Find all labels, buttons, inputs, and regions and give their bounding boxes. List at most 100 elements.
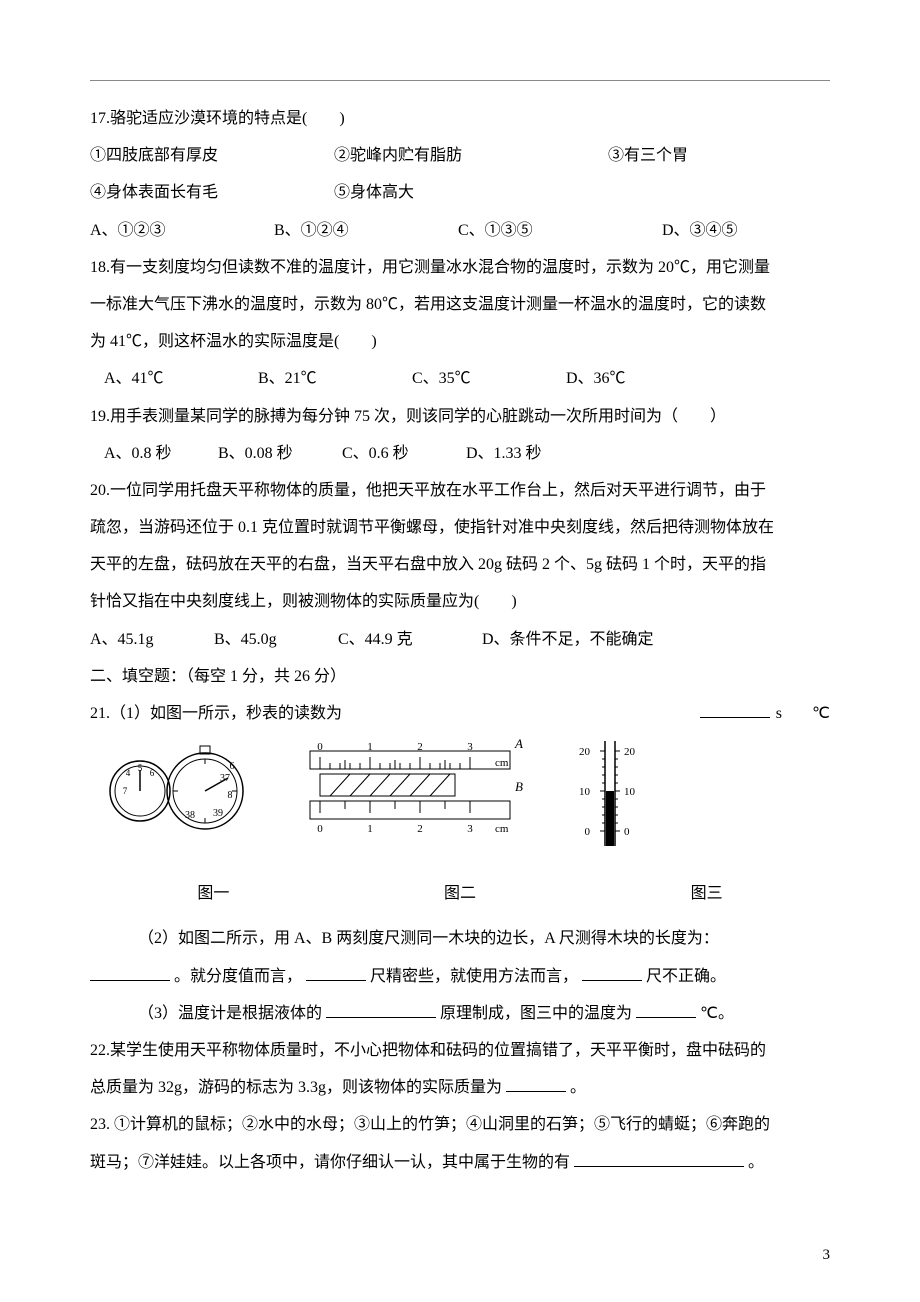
q19-a: A、0.8 秒 — [104, 436, 214, 471]
q21-blank-wrong — [582, 963, 642, 981]
svg-text:8: 8 — [228, 790, 233, 801]
q23-blank-bio — [574, 1149, 744, 1167]
q21-l4b: 原理制成，图三中的温度为 — [440, 1005, 632, 1022]
svg-text:6: 6 — [230, 761, 235, 772]
svg-text:20: 20 — [624, 746, 636, 758]
fig3-label: 图三 — [607, 876, 807, 911]
svg-text:10: 10 — [624, 786, 636, 798]
q20-c: C、44.9 克 — [338, 622, 478, 657]
svg-text:38: 38 — [185, 810, 195, 821]
q17-statements-row2: ④身体表面长有毛 ⑤身体高大 — [90, 175, 830, 210]
svg-text:A: A — [514, 736, 523, 751]
q20-l3: 天平的左盘，砝码放在天平的右盘，当天平右盘中放入 20g 砝码 2 个、5g 砝… — [90, 547, 830, 582]
q23-l2: 斑马；⑦洋娃娃。以上各项中，请你仔细认一认，其中属于生物的有 。 — [90, 1145, 830, 1180]
q20-l1: 20.一位同学用托盘天平称物体的质量，他把天平放在水平工作台上，然后对天平进行调… — [90, 473, 830, 508]
fig-thermometer: 20 20 10 10 0 0 — [570, 736, 660, 856]
q22-l2: 总质量为 32g，游码的标志为 3.3g，则该物体的实际质量为 。 — [90, 1070, 830, 1105]
q20-l2: 疏忽，当游码还位于 0.1 克位置时就调节平衡螺母，使指针对准中央刻度线，然后把… — [90, 510, 830, 545]
q17-c: C、①③⑤ — [458, 213, 658, 248]
q21-l4c: ℃。 — [700, 1005, 734, 1022]
q17-s3: ③有三个胃 — [608, 147, 688, 164]
svg-text:1: 1 — [367, 823, 373, 835]
figure-labels: 图一 图二 图三 — [90, 876, 830, 911]
q17-options: A、①②③ B、①②④ C、①③⑤ D、③④⑤ — [90, 213, 830, 248]
q21-l1: 21.（1）如图一所示，秒表的读数为 s ℃ — [90, 696, 830, 731]
q21-blank-temp — [636, 1000, 696, 1018]
q17-statements-row1: ①四肢底部有厚皮 ②驼峰内贮有脂肪 ③有三个胃 — [90, 138, 830, 173]
q21-l3: 。就分度值而言， 尺精密些，就使用方法而言， 尺不正确。 — [90, 959, 830, 994]
q19-c: C、0.6 秒 — [342, 436, 462, 471]
svg-text:10: 10 — [579, 786, 591, 798]
q21-l4a: （3）温度计是根据液体的 — [138, 1005, 322, 1022]
svg-text:7: 7 — [123, 786, 128, 796]
q17-s2: ②驼峰内贮有脂肪 — [334, 138, 604, 173]
q18-l3: 为 41℃，则这杯温水的实际温度是( ) — [90, 324, 830, 359]
q21-blank-precise — [306, 963, 366, 981]
svg-text:39: 39 — [213, 808, 223, 819]
q18-options: A、41℃ B、21℃ C、35℃ D、36℃ — [90, 361, 830, 396]
q21-l1b: s — [776, 696, 782, 731]
q17-a: A、①②③ — [90, 213, 270, 248]
fig-rulers: A 0 1 2 3 cm — [300, 736, 560, 846]
svg-text:6: 6 — [150, 768, 155, 778]
q20-b: B、45.0g — [214, 622, 334, 657]
fig2-label: 图二 — [360, 876, 560, 911]
q17-s1: ①四肢底部有厚皮 — [90, 138, 330, 173]
top-rule — [90, 80, 830, 81]
q20-d: D、条件不足，不能确定 — [482, 631, 654, 648]
svg-text:0: 0 — [585, 826, 591, 838]
fig1-label: 图一 — [113, 876, 313, 911]
q17-d: D、③④⑤ — [662, 222, 738, 239]
svg-text:cm: cm — [495, 757, 509, 769]
svg-text:2: 2 — [417, 823, 423, 835]
q18-a: A、41℃ — [104, 361, 254, 396]
q22-blank-mass — [506, 1074, 566, 1092]
page-number: 3 — [823, 1239, 831, 1272]
svg-text:0: 0 — [317, 823, 323, 835]
q18-l2: 一标准大气压下沸水的温度时，示数为 80℃，若用这支温度计测量一杯温水的温度时，… — [90, 287, 830, 322]
q18-c: C、35℃ — [412, 361, 562, 396]
svg-text:20: 20 — [579, 746, 591, 758]
q22-l2b: 。 — [570, 1079, 586, 1096]
svg-text:1: 1 — [367, 741, 373, 753]
q17-s5: ⑤身体高大 — [334, 184, 414, 201]
q19-stem: 19.用手表测量某同学的脉搏为每分钟 75 次，则该同学的心脏跳动一次所用时间为… — [90, 399, 830, 434]
q21-l3c: 尺不正确。 — [646, 968, 726, 985]
q23-l2b: 。 — [748, 1154, 764, 1171]
figure-row: 5 4 6 7 37 8 39 38 6 A — [90, 736, 830, 856]
q21-l2: （2）如图二所示，用 A、B 两刻度尺测同一木块的边长，A 尺测得木块的长度为： — [90, 921, 830, 956]
svg-text:0: 0 — [317, 741, 323, 753]
q20-options: A、45.1g B、45.0g C、44.9 克 D、条件不足，不能确定 — [90, 622, 830, 657]
svg-text:3: 3 — [467, 741, 473, 753]
q19-options: A、0.8 秒 B、0.08 秒 C、0.6 秒 D、1.33 秒 — [90, 436, 830, 471]
q18-l1: 18.有一支刻度均匀但读数不准的温度计，用它测量冰水混合物的温度时，示数为 20… — [90, 250, 830, 285]
q21-l3a: 。就分度值而言， — [174, 968, 302, 985]
q17-stem: 17.骆驼适应沙漠环境的特点是( ) — [90, 101, 830, 136]
svg-text:B: B — [515, 779, 523, 794]
q21-temp-unit: ℃ — [812, 696, 830, 731]
svg-text:3: 3 — [467, 823, 473, 835]
svg-text:cm: cm — [495, 823, 509, 835]
fig-stopwatch: 5 4 6 7 37 8 39 38 6 — [90, 736, 290, 846]
svg-text:4: 4 — [126, 768, 131, 778]
q17-s4: ④身体表面长有毛 — [90, 175, 330, 210]
q19-b: B、0.08 秒 — [218, 436, 338, 471]
q21-blank-principle — [326, 1000, 436, 1018]
q22-l2a: 总质量为 32g，游码的标志为 3.3g，则该物体的实际质量为 — [90, 1079, 502, 1096]
q21-blank-time — [700, 700, 770, 718]
q20-a: A、45.1g — [90, 622, 210, 657]
q19-d: D、1.33 秒 — [466, 445, 542, 462]
svg-text:0: 0 — [624, 826, 630, 838]
section2-title: 二、填空题：（每空 1 分，共 26 分） — [90, 659, 830, 694]
q23-l1: 23. ①计算机的鼠标；②水中的水母；③山上的竹笋；④山洞里的石笋；⑤飞行的蜻蜓… — [90, 1107, 830, 1142]
svg-text:2: 2 — [417, 741, 423, 753]
q21-l1a: 21.（1）如图一所示，秒表的读数为 — [90, 696, 342, 731]
q21-l3b: 尺精密些，就使用方法而言， — [370, 968, 578, 985]
q21-blank-len — [90, 963, 170, 981]
q20-l4: 针恰又指在中央刻度线上，则被测物体的实际质量应为( ) — [90, 584, 830, 619]
q22-l1: 22.某学生使用天平称物体质量时，不小心把物体和砝码的位置搞错了，天平平衡时，盘… — [90, 1033, 830, 1068]
q17-b: B、①②④ — [274, 213, 454, 248]
q21-l4: （3）温度计是根据液体的 原理制成，图三中的温度为 ℃。 — [90, 996, 830, 1031]
q23-l2a: 斑马；⑦洋娃娃。以上各项中，请你仔细认一认，其中属于生物的有 — [90, 1154, 570, 1171]
q18-b: B、21℃ — [258, 361, 408, 396]
